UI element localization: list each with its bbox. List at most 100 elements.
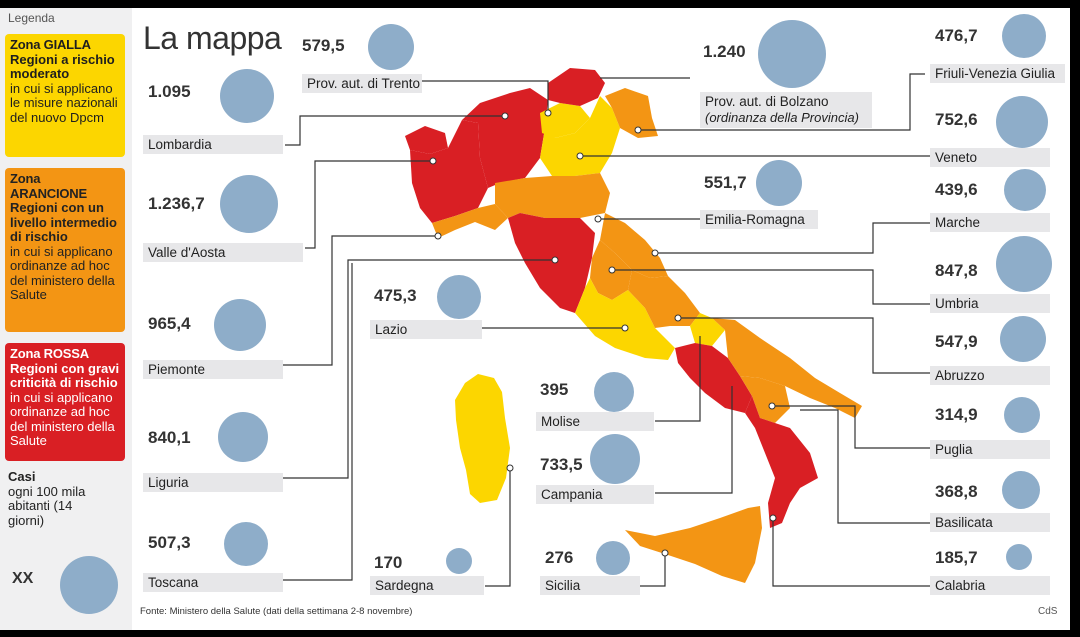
zona-arancione-name: Zona ARANCIONE bbox=[10, 171, 87, 201]
label-piemonte: Piemonte bbox=[143, 360, 283, 379]
leader-dot-piemonte bbox=[434, 232, 442, 240]
label-abruzzo: Abruzzo bbox=[930, 366, 1050, 385]
leader-dot-sardegna bbox=[506, 464, 514, 472]
leader-line-sicilia bbox=[640, 553, 666, 587]
bubble-valle bbox=[220, 175, 278, 233]
label-sicilia: Sicilia bbox=[540, 576, 640, 595]
region-shape-emilia bbox=[495, 173, 610, 218]
leader-dot-puglia bbox=[768, 402, 776, 410]
italy-map bbox=[282, 68, 930, 587]
leader-line-trento bbox=[420, 80, 549, 113]
value-valle: 1.236,7 bbox=[148, 194, 205, 213]
value-sicilia: 276 bbox=[545, 548, 574, 567]
bubble-marche bbox=[1004, 169, 1046, 211]
region-shape-molise bbox=[690, 313, 725, 346]
bubble-liguria bbox=[218, 412, 268, 462]
region-shape-bolzano bbox=[548, 68, 605, 106]
value-emilia: 551,7 bbox=[704, 173, 747, 192]
legend-key-label: XX bbox=[12, 570, 34, 587]
bubble-emilia bbox=[756, 160, 802, 206]
label-umbria: Umbria bbox=[930, 294, 1050, 313]
label-calabria: Calabria bbox=[930, 576, 1050, 595]
value-trento: 579,5 bbox=[302, 36, 345, 55]
legend-zona-arancione: Zona ARANCIONE Regioni con un livello in… bbox=[5, 168, 125, 332]
region-shape-marche bbox=[600, 213, 668, 278]
label-puglia: Puglia bbox=[930, 440, 1050, 459]
region-shape-toscana bbox=[508, 213, 595, 313]
leader-dot-liguria bbox=[551, 256, 559, 264]
leader-dot-marche bbox=[651, 249, 659, 257]
leader-dots bbox=[429, 109, 777, 557]
leader-line-basilicata bbox=[800, 409, 930, 524]
label-valle: Valle d'Aosta bbox=[143, 243, 303, 262]
leader-line-puglia bbox=[772, 405, 930, 449]
bubble-lazio bbox=[437, 275, 481, 319]
region-shape-valle bbox=[405, 126, 448, 154]
label-bolzano: Prov. aut. di Bolzano (ordinanza della P… bbox=[700, 92, 872, 128]
leader-line-friuli bbox=[638, 73, 925, 131]
bubble-sicilia bbox=[596, 541, 630, 575]
label-lazio: Lazio bbox=[370, 320, 482, 339]
value-puglia: 314,9 bbox=[935, 405, 978, 424]
map-title: La mappa bbox=[143, 20, 282, 56]
leader-dot-sicilia bbox=[661, 549, 669, 557]
value-abruzzo: 547,9 bbox=[935, 332, 978, 351]
region-shape-friuli bbox=[605, 88, 658, 138]
label-liguria: Liguria bbox=[143, 473, 283, 492]
label-emilia: Emilia-Romagna bbox=[700, 210, 818, 229]
region-shape-campania bbox=[675, 343, 752, 413]
zona-arancione-desc: in cui si applicano ordinanze ad hoc del… bbox=[10, 243, 115, 302]
label-friuli: Friuli-Venezia Giulia bbox=[930, 64, 1065, 83]
leader-line-marche bbox=[655, 222, 930, 254]
value-piemonte: 965,4 bbox=[148, 314, 191, 333]
leader-dot-trento bbox=[544, 109, 552, 117]
value-basilicata: 368,8 bbox=[935, 482, 978, 501]
credit: CdS bbox=[1038, 606, 1058, 617]
value-friuli: 476,7 bbox=[935, 26, 978, 45]
zona-gialla-desc: in cui si applicano le misure nazionali … bbox=[10, 80, 118, 125]
leader-line-sardegna bbox=[485, 468, 511, 587]
zona-arancione-headline: Regioni con un livello intermedio di ris… bbox=[10, 200, 117, 244]
leader-line-valle bbox=[305, 160, 433, 249]
value-molise: 395 bbox=[540, 380, 569, 399]
casi-title: Casi bbox=[8, 469, 36, 484]
value-lazio: 475,3 bbox=[374, 286, 417, 305]
label-toscana: Toscana bbox=[143, 573, 283, 592]
label-campania: Campania bbox=[536, 485, 654, 504]
bubble-basilicata bbox=[1002, 471, 1040, 509]
legend-key-bubble bbox=[60, 556, 118, 614]
bubble-friuli bbox=[1002, 14, 1046, 58]
legend-zona-gialla: Zona GIALLA Regioni a rischio moderato i… bbox=[5, 34, 125, 157]
leader-line-umbria bbox=[612, 269, 930, 305]
label-molise: Molise bbox=[536, 412, 654, 431]
leader-dot-valle bbox=[429, 157, 437, 165]
label-basilicata: Basilicata bbox=[930, 513, 1050, 532]
bubble-sardegna bbox=[446, 548, 472, 574]
label-bolzano-name: Prov. aut. di Bolzano bbox=[705, 94, 829, 109]
label-sardegna: Sardegna bbox=[370, 576, 484, 595]
leader-dot-lazio bbox=[621, 324, 629, 332]
legend-zona-rossa: Zona ROSSA Regioni con gravi criticità d… bbox=[5, 343, 125, 461]
zona-rossa-headline: Regioni con gravi criticità di rischio bbox=[10, 360, 120, 390]
bubble-molise bbox=[594, 372, 634, 412]
label-lombardia: Lombardia bbox=[143, 135, 283, 154]
region-shape-calabria bbox=[745, 396, 818, 528]
leader-dot-emilia bbox=[594, 215, 602, 223]
zona-gialla-name: Zona GIALLA bbox=[10, 37, 91, 52]
region-shape-lazio bbox=[575, 278, 675, 360]
value-calabria: 185,7 bbox=[935, 548, 978, 567]
region-shape-piemonte bbox=[410, 120, 488, 223]
bubble-campania bbox=[590, 434, 640, 484]
value-sardegna: 170 bbox=[374, 553, 403, 572]
region-shape-puglia bbox=[712, 318, 862, 418]
value-lombardia: 1.095 bbox=[148, 82, 191, 101]
region-shape-basilicata bbox=[740, 376, 790, 423]
leader-dot-veneto bbox=[576, 152, 584, 160]
bubble-puglia bbox=[1004, 397, 1040, 433]
bubble-toscana bbox=[224, 522, 268, 566]
label-bolzano-note: (ordinanza della Provincia) bbox=[705, 110, 859, 125]
leader-line-calabria bbox=[772, 518, 930, 587]
leader-dot-calabria bbox=[769, 514, 777, 522]
label-marche: Marche bbox=[930, 213, 1050, 232]
bubble-piemonte bbox=[214, 299, 266, 351]
